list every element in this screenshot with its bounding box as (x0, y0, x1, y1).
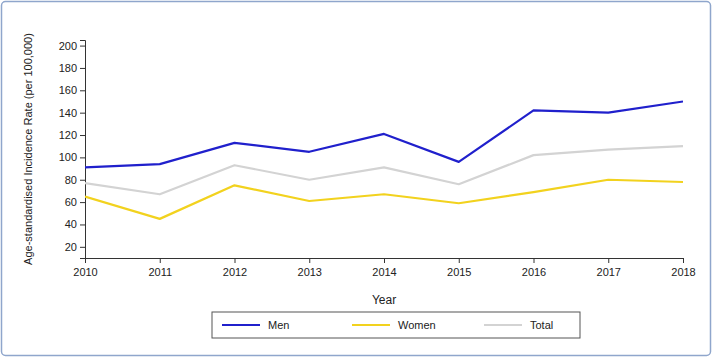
y-tick-label: 40 (65, 218, 77, 230)
frame (2, 2, 711, 356)
y-tick: 40 (65, 218, 85, 230)
y-tick-mark (80, 180, 85, 181)
x-tick-label: 2012 (223, 266, 247, 278)
y-tick-mark (80, 46, 85, 47)
plot: 2010 2011 2012 2013 2014 2015 2016 2017 2018 20 40… (59, 40, 696, 278)
y-tick-mark (80, 224, 85, 225)
y-tick: 60 (65, 196, 85, 208)
y-tick: 100 (59, 151, 85, 163)
y-tick-label: 120 (59, 129, 77, 141)
x-tick: 2015 (447, 258, 471, 278)
x-tick-mark (235, 258, 236, 263)
x-tick-mark (309, 258, 310, 263)
x-tick: 2017 (597, 258, 621, 278)
legend-label: Total (530, 319, 553, 331)
x-tick: 2012 (223, 258, 247, 278)
x-axis-title: Year (372, 293, 396, 307)
y-axis-title: Age-standardised Incidence Rate (per 100… (22, 33, 34, 265)
legend: Men Women Total (212, 312, 580, 338)
legend-swatch (222, 324, 260, 326)
legend-swatch (484, 324, 522, 326)
x-tick-label: 2010 (73, 266, 97, 278)
y-axis: 20 40 60 80 100 120 140 160 180 200 (59, 40, 86, 259)
x-tick: 2016 (522, 258, 546, 278)
y-tick-mark (80, 113, 85, 114)
y-tick-mark (80, 135, 85, 136)
y-tick-mark (80, 90, 85, 91)
chart: 2010 2011 2012 2013 2014 2015 2016 2017 2018 20 40… (0, 0, 712, 357)
x-tick: 2011 (148, 258, 172, 278)
y-tick: 180 (59, 62, 85, 74)
y-tick-label: 200 (59, 40, 77, 52)
series-line (85, 146, 683, 194)
legend-swatch (352, 324, 390, 326)
x-tick-mark (534, 258, 535, 263)
y-tick-label: 20 (65, 241, 77, 253)
x-tick: 2018 (671, 258, 695, 278)
x-tick: 2013 (298, 258, 322, 278)
x-tick-label: 2015 (447, 266, 471, 278)
y-tick-mark (80, 157, 85, 158)
y-tick-mark (80, 68, 85, 69)
y-tick: 200 (59, 40, 85, 52)
x-tick-label: 2014 (372, 266, 396, 278)
x-tick: 2014 (372, 258, 396, 278)
x-tick: 2010 (73, 258, 97, 278)
y-tick-label: 60 (65, 196, 77, 208)
series-line (85, 101, 683, 167)
y-tick-label: 180 (59, 62, 77, 74)
y-axis-line (80, 41, 86, 259)
x-axis-line (86, 259, 684, 264)
x-tick-label: 2018 (671, 266, 695, 278)
legend-label: Men (268, 319, 289, 331)
y-tick: 80 (65, 174, 85, 186)
x-tick-mark (160, 258, 161, 263)
x-tick-label: 2013 (298, 266, 322, 278)
legend-box (212, 312, 580, 338)
y-tick: 160 (59, 84, 85, 96)
y-tick-mark (80, 247, 85, 248)
x-tick-label: 2011 (148, 266, 172, 278)
y-tick-mark (80, 202, 85, 203)
x-tick-mark (608, 258, 609, 263)
y-tick: 120 (59, 129, 85, 141)
y-tick: 20 (65, 241, 85, 253)
y-tick-label: 140 (59, 107, 77, 119)
series-line (85, 180, 683, 219)
y-tick-label: 80 (65, 174, 77, 186)
x-tick-mark (384, 258, 385, 263)
x-axis: 2010 2011 2012 2013 2014 2015 2016 2017 2018 (73, 258, 695, 278)
x-tick-mark (459, 258, 460, 263)
y-tick: 140 (59, 107, 85, 119)
x-tick-label: 2016 (522, 266, 546, 278)
legend-label: Women (398, 319, 436, 331)
x-tick-label: 2017 (597, 266, 621, 278)
y-tick-label: 100 (59, 151, 77, 163)
series-group (85, 101, 683, 218)
x-tick-mark (683, 258, 684, 263)
y-tick-label: 160 (59, 84, 77, 96)
